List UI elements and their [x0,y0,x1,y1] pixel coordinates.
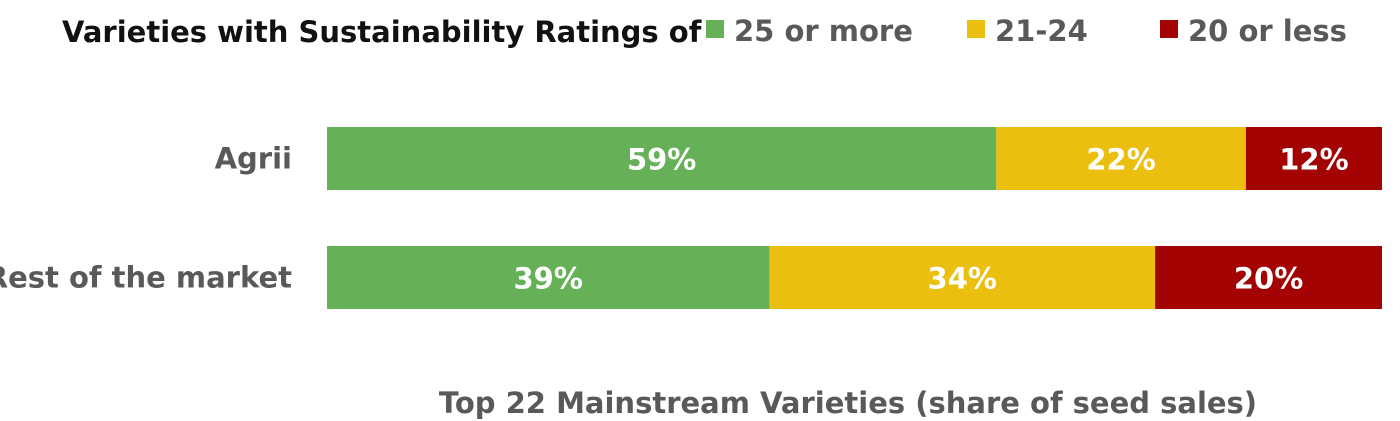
legend-title: Varieties with Sustainability Ratings of [62,15,702,49]
category-label-rest-of-the-market: Rest of the market [0,261,292,295]
bar-agrii-20-or-less [1245,127,1382,190]
legend-label-21-24: 21-24 [995,14,1088,48]
bar-rest-of-the-market-20-or-less [1155,246,1382,309]
legend-swatch-20-or-less [1160,20,1178,38]
legend-swatch-21-24 [967,20,985,38]
data-label-agrii-21-24: 22% [1086,143,1155,177]
bar-rest-of-the-market-21-24 [769,246,1156,309]
legend-label-20-or-less: 20 or less [1188,14,1347,48]
bar-agrii-21-24 [996,127,1246,190]
data-label-agrii-25-or-more: 59% [627,143,696,177]
plot-area: Agrii 59% 22% 12% Rest of the market 39% 34% 20… [0,127,1382,309]
category-label-agrii: Agrii [215,142,292,176]
data-label-rest-of-the-market-20-or-less: 20% [1234,262,1303,296]
legend: 25 or more 21-24 20 or less [706,14,1347,48]
legend-label-25-or-more: 25 or more [734,14,913,48]
bar-agrii-25-or-more [327,127,997,190]
x-axis-label: Top 22 Mainstream Varieties (share of se… [439,386,1257,420]
data-label-rest-of-the-market-25-or-more: 39% [513,262,582,296]
bar-rest-of-the-market-25-or-more [327,246,770,309]
data-label-rest-of-the-market-21-24: 34% [928,262,997,296]
data-label-agrii-20-or-less: 12% [1279,143,1348,177]
legend-swatch-25-or-more [706,20,724,38]
